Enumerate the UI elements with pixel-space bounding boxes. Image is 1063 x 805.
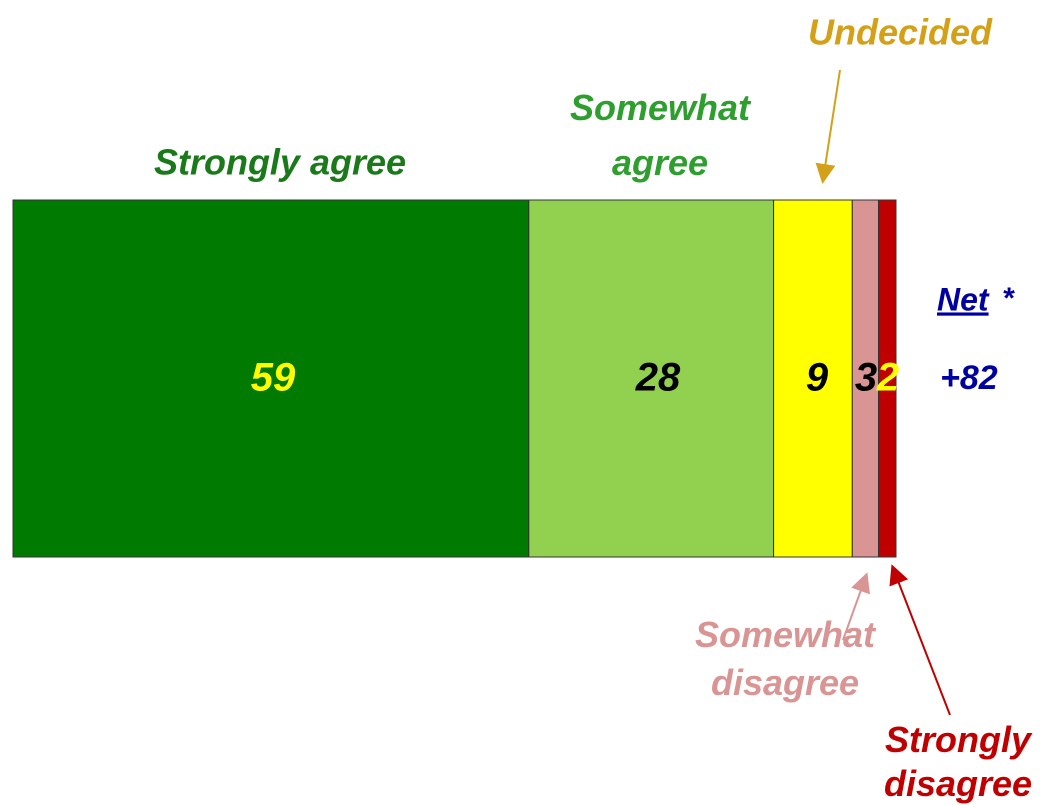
arrow [842, 572, 870, 641]
segment-name: Somewhat disagree [695, 614, 877, 703]
segment-name: Somewhat agree [570, 87, 752, 183]
data-label: 2 [876, 356, 899, 400]
net-value: +82 [940, 359, 998, 397]
data-label: 28 [635, 356, 681, 400]
data-label: 59 [251, 356, 296, 400]
bar-segment [528, 199, 775, 558]
arrow [815, 69, 841, 184]
bar-segment [12, 199, 530, 558]
data-label: 9 [806, 356, 829, 400]
segment-name: Strongly disagree [884, 719, 1033, 804]
segment-name: Strongly agree [154, 142, 406, 183]
data-label: 3 [855, 356, 877, 400]
bar-segment [878, 199, 897, 558]
bar-segment [773, 199, 853, 558]
segment-name: Undecided [808, 12, 993, 53]
net-marker: * [1002, 282, 1015, 315]
arrow [889, 564, 951, 716]
net-label: Net [937, 281, 990, 317]
